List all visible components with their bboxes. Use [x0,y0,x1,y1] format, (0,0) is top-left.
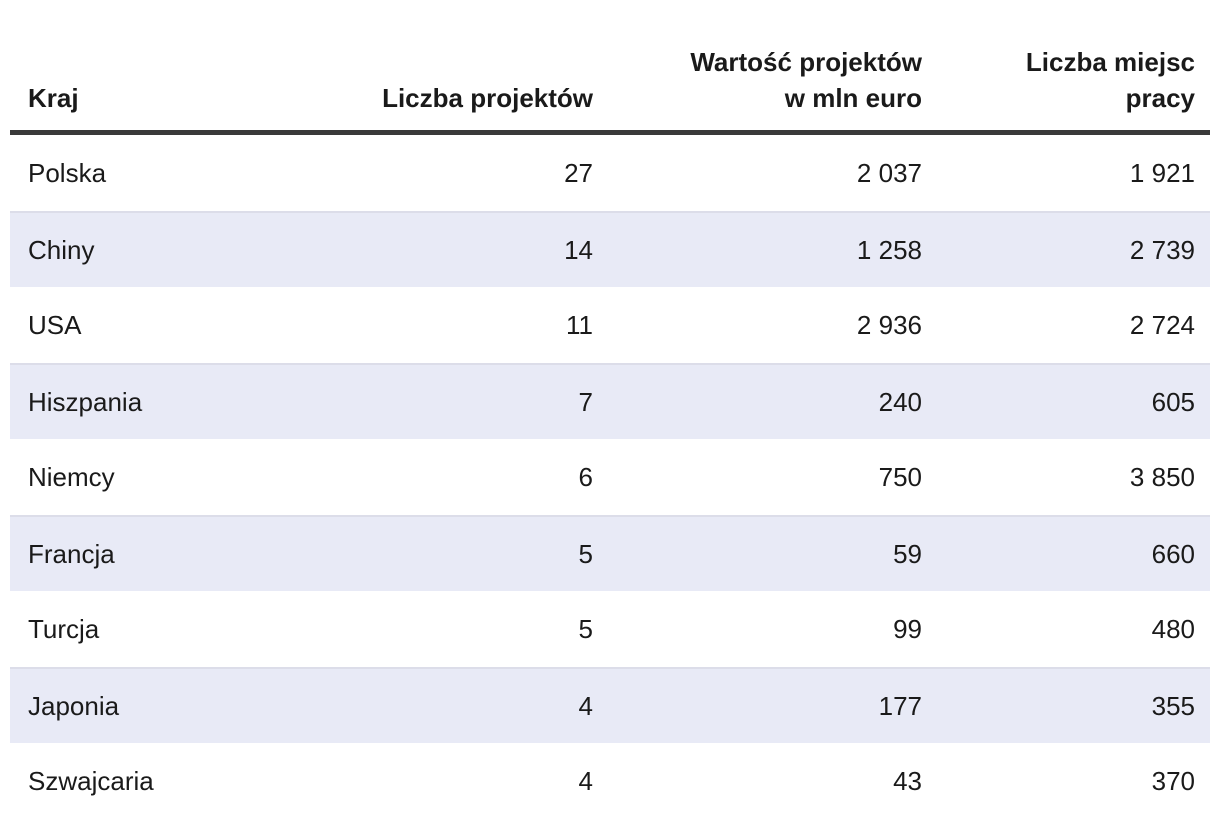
table-row: Chiny 14 1 258 2 739 [10,211,1210,287]
table-row: Hiszpania 7 240 605 [10,363,1210,439]
country-cell: Polska [28,157,107,188]
country-projects-table: Kraj Liczba projektów Wartość projektów … [10,0,1210,819]
projects-count-cell: 6 [578,461,593,492]
projects-count-cell: 4 [578,690,593,721]
table-row: Turcja 5 99 480 [10,591,1210,667]
jobs-count-cell: 660 [1151,538,1195,569]
jobs-count-cell: 1 921 [1129,157,1195,188]
projects-count-cell: 4 [578,765,593,796]
table-row: Szwajcaria 4 43 370 [10,743,1210,819]
project-value-cell: 2 936 [856,309,922,340]
country-cell: Szwajcaria [28,765,154,796]
table-header-row: Kraj Liczba projektów Wartość projektów … [10,0,1210,135]
project-value-cell: 43 [893,765,922,796]
column-header-label: pracy [1125,83,1195,113]
table-row: Francja 5 59 660 [10,515,1210,591]
column-header-label: w mln euro [784,83,922,113]
country-cell: Turcja [28,613,100,644]
project-value-cell: 240 [878,386,922,417]
jobs-count-cell: 2 739 [1129,234,1195,265]
column-header-label: Wartość projektów [690,47,922,77]
jobs-count-cell: 480 [1151,613,1195,644]
project-value-cell: 99 [893,613,922,644]
projects-count-cell: 7 [578,386,593,417]
country-cell: Hiszpania [28,386,143,417]
table-row: USA 11 2 936 2 724 [10,287,1210,363]
column-header-wartosc-projektow: Wartość projektów w mln euro [593,44,922,130]
jobs-count-cell: 3 850 [1129,461,1195,492]
table-row: Polska 27 2 037 1 921 [10,135,1210,211]
table-row: Niemcy 6 750 3 850 [10,439,1210,515]
jobs-count-cell: 370 [1151,765,1195,796]
jobs-count-cell: 605 [1151,386,1195,417]
country-cell: Francja [28,538,115,569]
projects-count-cell: 5 [578,538,593,569]
jobs-count-cell: 2 724 [1129,309,1195,340]
projects-count-cell: 5 [578,613,593,644]
project-value-cell: 177 [878,690,922,721]
project-value-cell: 750 [878,461,922,492]
projects-count-cell: 14 [564,234,593,265]
projects-count-cell: 11 [566,309,593,340]
country-cell: USA [28,309,82,340]
column-header-label: Kraj [28,83,79,113]
table-row: Japonia 4 177 355 [10,667,1210,743]
column-header-liczba-projektow: Liczba projektów [270,80,593,130]
country-cell: Japonia [28,690,120,721]
project-value-cell: 2 037 [856,157,922,188]
column-header-kraj: Kraj [10,80,270,130]
country-cell: Niemcy [28,461,115,492]
projects-count-cell: 27 [564,157,593,188]
project-value-cell: 59 [893,538,922,569]
country-cell: Chiny [28,234,95,265]
jobs-count-cell: 355 [1151,690,1195,721]
column-header-label: Liczba projektów [382,83,593,113]
column-header-liczba-miejsc-pracy: Liczba miejsc pracy [922,44,1210,130]
project-value-cell: 1 258 [856,234,922,265]
column-header-label: Liczba miejsc [1025,47,1195,77]
